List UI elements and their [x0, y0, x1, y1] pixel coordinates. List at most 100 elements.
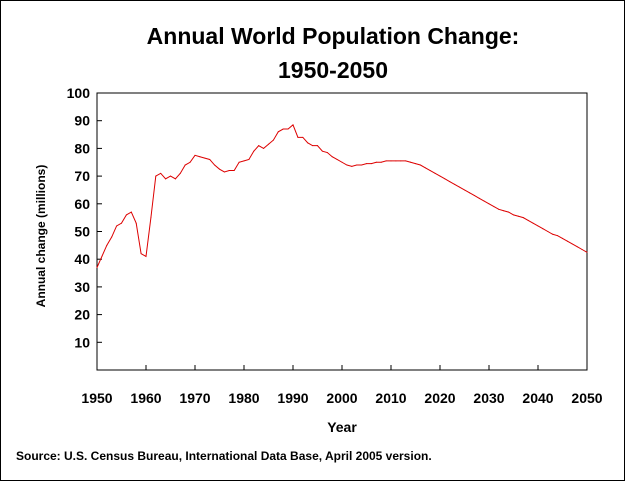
- data-point-1991: [297, 136, 299, 138]
- data-point-1988: [282, 128, 284, 130]
- data-point-1953: [111, 236, 113, 238]
- data-point-1977: [228, 170, 230, 172]
- data-point-2007: [375, 161, 377, 163]
- data-point-1996: [321, 150, 323, 152]
- data-point-1985: [268, 143, 269, 145]
- data-point-2050: [586, 251, 588, 253]
- data-point-1986: [272, 139, 274, 141]
- plot-area: [96, 92, 588, 371]
- data-point-2011: [395, 160, 397, 162]
- y-axis-label: Annual change (millions): [34, 165, 48, 308]
- data-point-1968: [184, 164, 186, 166]
- data-point-1965: [170, 175, 171, 177]
- data-point-2004: [361, 164, 363, 166]
- data-point-1975: [219, 168, 220, 170]
- data-point-1982: [253, 150, 255, 152]
- data-point-1950: [96, 267, 98, 269]
- data-point-1958: [135, 222, 137, 224]
- data-point-2029: [483, 200, 485, 202]
- data-point-2032: [498, 208, 500, 210]
- data-point-2045: [562, 237, 563, 239]
- data-point-2035: [513, 214, 514, 216]
- y-tick-label-30: 30: [74, 279, 90, 295]
- data-point-2009: [385, 160, 387, 162]
- data-point-2027: [473, 194, 475, 196]
- data-point-2018: [429, 170, 431, 172]
- data-point-2028: [478, 197, 480, 199]
- data-point-2034: [508, 211, 510, 213]
- data-point-2040: [537, 225, 539, 227]
- data-point-1955: [121, 222, 122, 224]
- data-point-2001: [346, 164, 348, 166]
- data-point-1971: [199, 156, 201, 158]
- data-point-2047: [571, 243, 573, 245]
- data-point-2039: [532, 222, 534, 224]
- data-point-2015: [415, 163, 416, 165]
- data-point-1978: [233, 170, 235, 172]
- x-tick-label-2040: 2040: [522, 390, 553, 406]
- data-point-2046: [566, 240, 568, 242]
- data-point-1990: [292, 124, 294, 126]
- data-point-2012: [400, 160, 402, 162]
- data-point-1995: [317, 145, 318, 147]
- data-point-1961: [150, 217, 152, 219]
- data-point-2042: [547, 231, 549, 232]
- x-tick-label-2050: 2050: [571, 390, 602, 406]
- data-point-2000: [341, 161, 343, 163]
- data-point-1976: [223, 171, 225, 173]
- data-point-1989: [287, 128, 289, 130]
- data-point-2006: [370, 163, 372, 165]
- data-point-1970: [194, 154, 196, 156]
- data-point-2010: [390, 160, 392, 162]
- data-point-2016: [419, 164, 421, 166]
- data-point-1980: [243, 160, 245, 162]
- y-tick-label-60: 60: [74, 196, 90, 212]
- data-point-2002: [351, 165, 353, 167]
- data-point-2031: [493, 206, 495, 208]
- data-point-1960: [145, 255, 147, 257]
- data-point-2041: [542, 228, 544, 230]
- data-point-2043: [552, 233, 554, 235]
- data-point-2023: [454, 183, 456, 185]
- data-point-2020: [439, 175, 441, 177]
- x-tick-label-2010: 2010: [375, 390, 406, 406]
- data-point-1981: [248, 158, 250, 160]
- y-tick-label-100: 100: [67, 85, 91, 101]
- data-point-1956: [125, 214, 127, 216]
- x-axis-tick-labels: 1950 1960 1970 1980 1990 2000 2010 2020 2030 2040…: [81, 390, 602, 406]
- x-tick-label-1980: 1980: [228, 390, 259, 406]
- y-tick-label-80: 80: [74, 140, 90, 156]
- x-axis-ticks: [96, 365, 588, 370]
- data-points: [96, 124, 588, 269]
- data-point-1954: [116, 225, 118, 227]
- data-point-2030: [488, 203, 490, 205]
- data-point-2014: [410, 161, 412, 163]
- data-point-1997: [326, 152, 328, 154]
- y-axis-ticks: [97, 92, 102, 343]
- y-tick-label-20: 20: [74, 307, 90, 323]
- data-point-1952: [106, 244, 108, 246]
- data-point-1973: [209, 158, 211, 160]
- data-point-1969: [189, 161, 191, 163]
- data-point-1962: [155, 175, 157, 177]
- data-point-1966: [174, 178, 176, 180]
- data-point-2008: [380, 161, 382, 163]
- source-note: Source: U.S. Census Bureau, Internationa…: [16, 449, 432, 463]
- data-point-1964: [165, 178, 167, 180]
- data-point-1951: [101, 255, 103, 257]
- data-point-2036: [517, 215, 519, 217]
- data-point-2022: [449, 181, 451, 183]
- x-tick-label-1960: 1960: [130, 390, 161, 406]
- x-tick-label-2020: 2020: [424, 390, 455, 406]
- data-point-2003: [356, 164, 358, 166]
- y-tick-label-70: 70: [74, 168, 90, 184]
- data-point-2017: [424, 167, 426, 169]
- data-point-2033: [503, 210, 505, 212]
- data-point-1992: [302, 136, 304, 138]
- data-point-2026: [468, 192, 470, 194]
- data-point-1963: [160, 172, 162, 174]
- x-tick-label-1990: 1990: [277, 390, 308, 406]
- data-point-2044: [557, 235, 559, 237]
- data-point-1993: [307, 142, 309, 144]
- y-axis-tick-labels: 10 20 30 40 50 60 70 80 90 100: [67, 85, 91, 350]
